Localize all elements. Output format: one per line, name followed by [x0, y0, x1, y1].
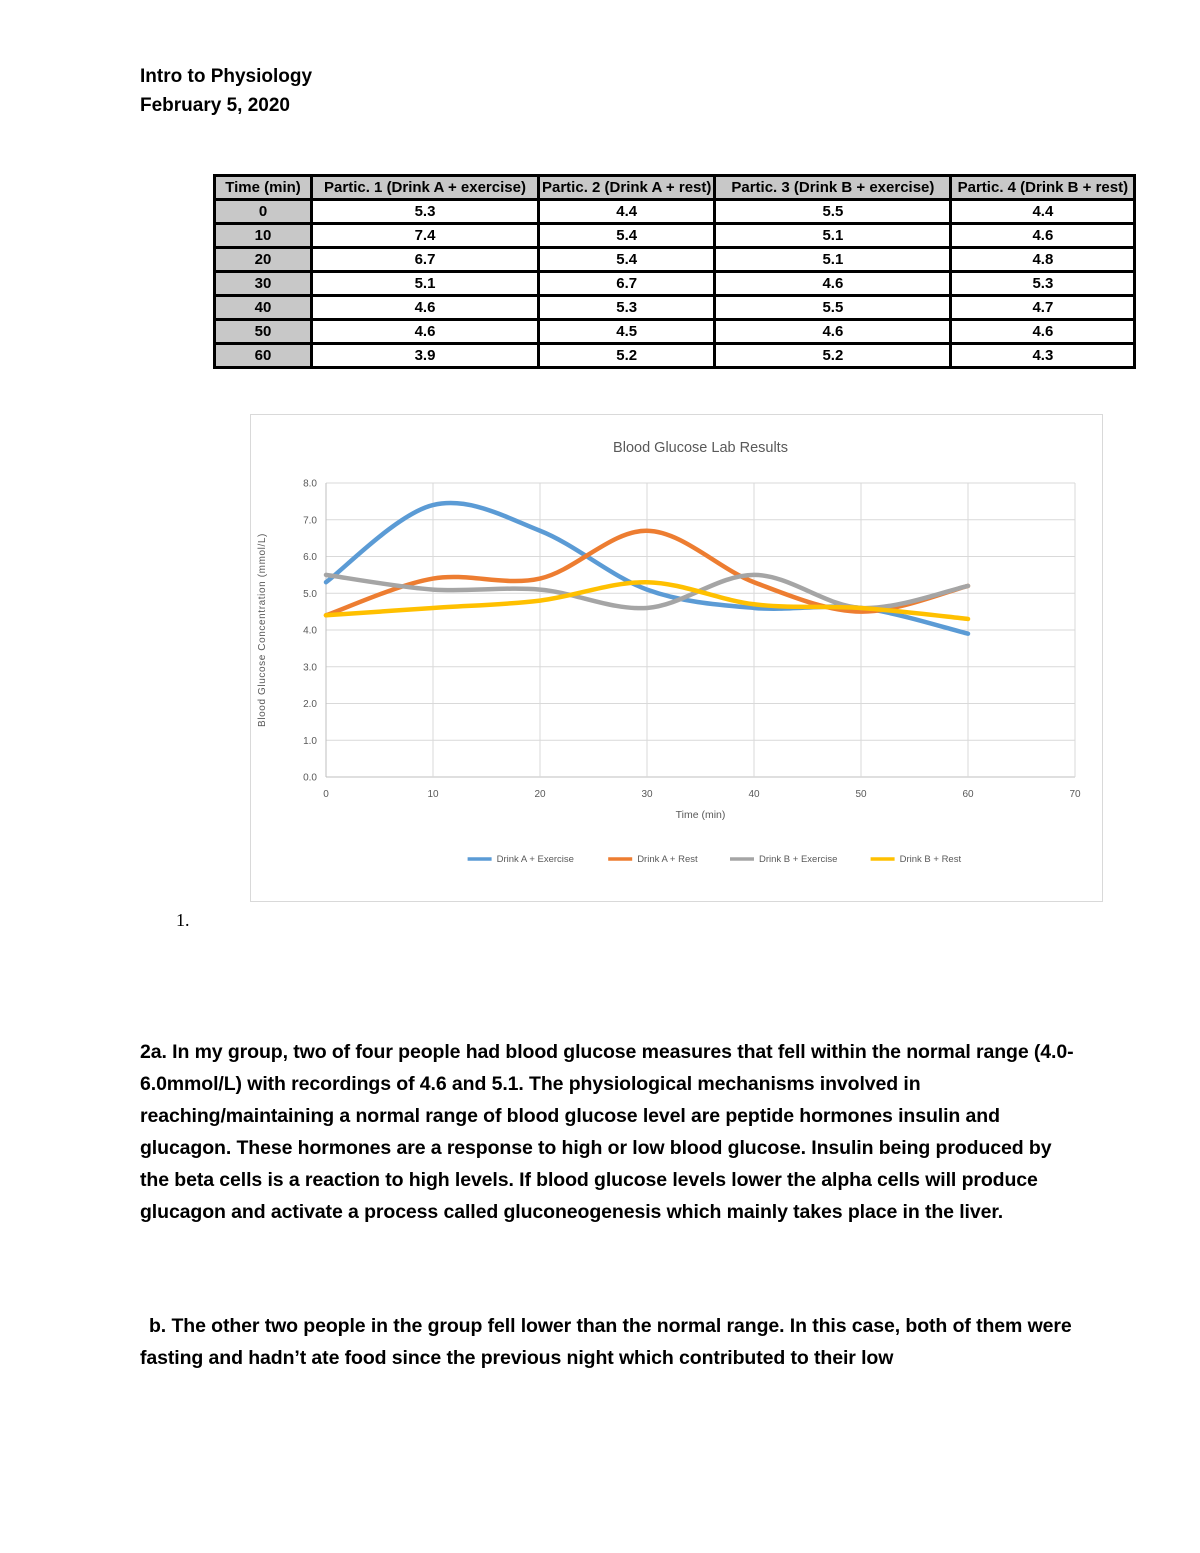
y-axis-tick-label: 6.0 — [303, 552, 317, 563]
table-value-cell: 5.3 — [310, 198, 540, 225]
chart-title: Blood Glucose Lab Results — [613, 440, 788, 456]
legend-label: Drink A + Exercise — [497, 854, 574, 865]
table-value-cell: 3.9 — [310, 342, 540, 369]
table-column-header: Partic. 1 (Drink A + exercise) — [310, 174, 540, 201]
legend-item-drink-a-rest: Drink A + Rest — [608, 854, 698, 865]
table-row: 10 7.4 5.4 5.1 4.6 — [213, 222, 1137, 249]
chart-legend: Drink A + Exercise Drink A + Rest Drink B … — [467, 854, 962, 865]
table-time-cell: 30 — [213, 270, 313, 297]
table-value-cell: 4.3 — [949, 342, 1137, 369]
y-axis-tick-label: 3.0 — [303, 662, 317, 673]
table-header-row: Time (min) Partic. 1 (Drink A + exercise)… — [213, 174, 1137, 201]
course-title: Intro to Physiology — [140, 66, 313, 87]
table-value-cell: 5.3 — [536, 294, 717, 321]
table-value-cell: 4.6 — [949, 222, 1137, 249]
table-value-cell: 5.2 — [713, 342, 953, 369]
x-axis-tick-label: 30 — [641, 789, 653, 800]
x-axis-tick-label: 60 — [962, 789, 974, 800]
chart-canvas: 0.0 1.0 2.0 3.0 4.0 5.0 6.0 7.0 8.0 0 10 20 30 40 50 60… — [257, 440, 1081, 865]
table-value-cell: 5.5 — [713, 198, 953, 225]
table-value-cell: 5.4 — [536, 246, 717, 273]
x-axis-tick-label: 0 — [323, 789, 329, 800]
table-row: 30 5.1 6.7 4.6 5.3 — [213, 270, 1137, 297]
table-value-cell: 5.2 — [536, 342, 717, 369]
table-time-cell: 50 — [213, 318, 313, 345]
y-axis-tick-label: 7.0 — [303, 515, 317, 526]
x-axis-title: Time (min) — [676, 809, 726, 821]
glucose-data-table: Time (min) Partic. 1 (Drink A + exercise)… — [213, 174, 1137, 369]
table-value-cell: 4.6 — [310, 294, 540, 321]
table-value-cell: 4.4 — [949, 198, 1137, 225]
answer-2b-paragraph: b. The other two people in the group fel… — [140, 1314, 1072, 1369]
table-value-cell: 6.7 — [310, 246, 540, 273]
x-axis-tick-label: 50 — [855, 789, 867, 800]
table-time-cell: 0 — [213, 198, 313, 225]
table-time-cell: 40 — [213, 294, 313, 321]
document-date: February 5, 2020 — [140, 95, 290, 116]
legend-label: Drink B + Exercise — [759, 854, 837, 865]
document-header: Intro to Physiology February 5, 2020 — [140, 62, 312, 120]
y-axis-tick-label: 1.0 — [303, 736, 317, 747]
table-time-cell: 20 — [213, 246, 313, 273]
table-row: 0 5.3 4.4 5.5 4.4 — [213, 198, 1137, 225]
table-value-cell: 5.3 — [949, 270, 1137, 297]
y-axis-title: Blood Glucose Concentration (mmol/L) — [257, 533, 268, 727]
blood-glucose-chart: 0.0 1.0 2.0 3.0 4.0 5.0 6.0 7.0 8.0 0 10 20 30 40 50 60… — [250, 414, 1103, 902]
table-value-cell: 5.1 — [713, 246, 953, 273]
table-row: 60 3.9 5.2 5.2 4.3 — [213, 342, 1137, 369]
y-axis-tick-label: 0.0 — [303, 773, 317, 784]
x-axis-tick-label: 70 — [1069, 789, 1081, 800]
list-item-number: 1. — [176, 910, 190, 930]
table-value-cell: 4.4 — [536, 198, 717, 225]
x-axis-tick-label: 40 — [748, 789, 760, 800]
table-time-cell: 60 — [213, 342, 313, 369]
table-value-cell: 5.1 — [713, 222, 953, 249]
table-column-header: Partic. 4 (Drink B + rest) — [949, 174, 1137, 201]
table-row: 40 4.6 5.3 5.5 4.7 — [213, 294, 1137, 321]
y-axis-tick-label: 8.0 — [303, 479, 317, 490]
table-value-cell: 5.5 — [713, 294, 953, 321]
table-row: 50 4.6 4.5 4.6 4.6 — [213, 318, 1137, 345]
legend-item-drink-a-exercise: Drink A + Exercise — [467, 854, 574, 865]
table-row: 20 6.7 5.4 5.1 4.8 — [213, 246, 1137, 273]
table-value-cell: 5.4 — [536, 222, 717, 249]
y-axis-tick-label: 4.0 — [303, 626, 317, 637]
table-value-cell: 6.7 — [536, 270, 717, 297]
table-value-cell: 4.8 — [949, 246, 1137, 273]
table-time-cell: 10 — [213, 222, 313, 249]
table-column-header: Partic. 3 (Drink B + exercise) — [713, 174, 953, 201]
table-value-cell: 4.6 — [713, 270, 953, 297]
series-line-drink-b-rest — [323, 579, 971, 622]
series-line-drink-a-rest — [323, 528, 971, 618]
table-value-cell: 4.7 — [949, 294, 1137, 321]
table-value-cell: 5.1 — [310, 270, 540, 297]
table-value-cell: 4.6 — [713, 318, 953, 345]
y-axis-tick-label: 2.0 — [303, 699, 317, 710]
table-column-header: Partic. 2 (Drink A + rest) — [536, 174, 717, 201]
table-value-cell: 4.5 — [536, 318, 717, 345]
x-axis-tick-label: 20 — [534, 789, 546, 800]
table-value-cell: 7.4 — [310, 222, 540, 249]
table-value-cell: 4.6 — [949, 318, 1137, 345]
y-axis-tick-label: 5.0 — [303, 589, 317, 600]
table-column-header: Time (min) — [213, 174, 313, 201]
legend-label: Drink B + Rest — [900, 854, 962, 865]
legend-item-drink-b-rest: Drink B + Rest — [870, 854, 962, 865]
table-value-cell: 4.6 — [310, 318, 540, 345]
legend-item-drink-b-exercise: Drink B + Exercise — [730, 854, 837, 865]
answer-2a-paragraph: 2a. In my group, two of four people had … — [140, 1040, 1074, 1223]
x-axis-tick-label: 10 — [427, 789, 439, 800]
legend-label: Drink A + Rest — [637, 854, 698, 865]
